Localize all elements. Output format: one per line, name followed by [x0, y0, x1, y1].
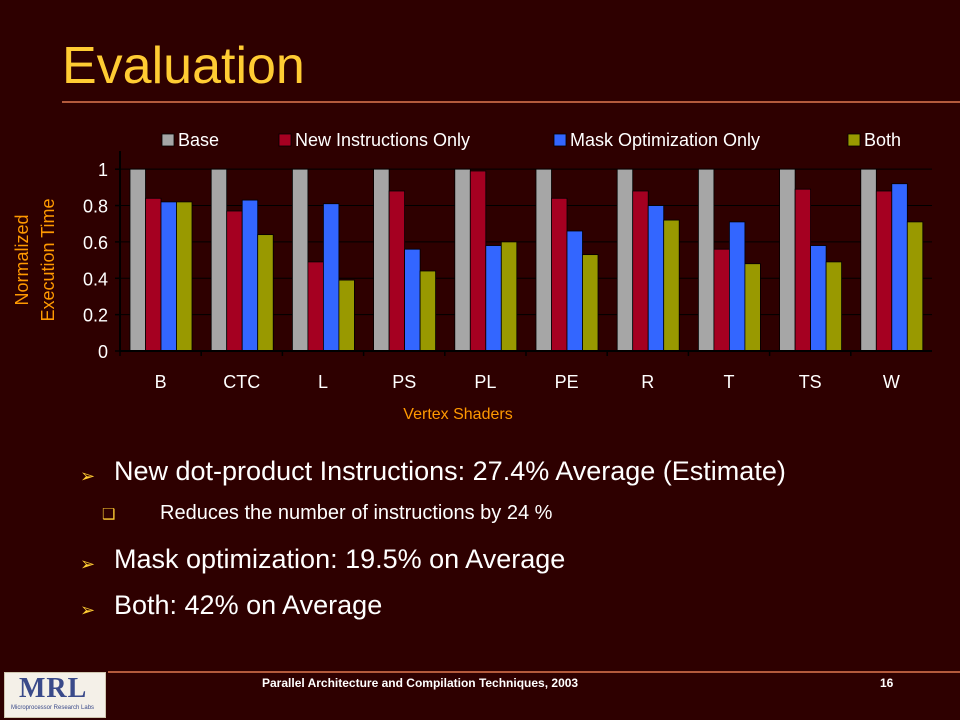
- bar-base-ps: [373, 168, 390, 352]
- x-tick-label: CTC: [223, 372, 260, 392]
- axes: 0 0.2 0.4 0.6 0.8 1 B CTC L PS PL PE R T TS W: [83, 151, 932, 392]
- title-divider: [62, 101, 960, 103]
- y-tick-label: 0.8: [83, 197, 108, 217]
- bar-new-instructions-only-pl: [469, 170, 487, 352]
- legend-swatch: [278, 133, 292, 147]
- y-tick-label: 1: [98, 160, 108, 180]
- bar-mask-optimization-only-b: [160, 201, 177, 352]
- bar-base-pe: [535, 168, 552, 352]
- legend-swatch: [553, 133, 567, 147]
- footer-divider: [108, 671, 960, 673]
- slide-title: Evaluation: [62, 37, 305, 95]
- bar-both-ctc: [257, 234, 274, 352]
- bar-base-pl: [454, 168, 471, 352]
- bar-mask-optimization-only-l: [322, 203, 340, 352]
- bar-both-r: [663, 219, 680, 352]
- logo-text: MRL: [19, 673, 88, 704]
- bar-both-b: [176, 201, 193, 352]
- y-axis-title-line-2: Execution Time: [38, 198, 58, 321]
- bar-both-ps: [419, 270, 437, 352]
- mrl-logo: MRL Microprocessor Research Labs: [4, 672, 106, 718]
- bar-both-t: [744, 263, 761, 352]
- page-number: 16: [880, 676, 894, 690]
- x-tick-label: T: [724, 372, 735, 392]
- bullet-text: Both: 42% on Average: [114, 590, 383, 620]
- x-tick-label: PE: [555, 372, 579, 392]
- bar-new-instructions-only-l: [307, 261, 324, 352]
- x-tick-label: R: [641, 372, 654, 392]
- legend-label: New Instructions Only: [295, 130, 470, 150]
- footer-text: Parallel Architecture and Compilation Te…: [262, 676, 579, 690]
- arrow-bullet-icon: ➢: [80, 600, 96, 620]
- bar-base-ts: [779, 168, 796, 352]
- bar-base-r: [616, 168, 634, 352]
- y-tick-label: 0.6: [83, 233, 108, 253]
- bar-new-instructions-only-t: [713, 248, 730, 352]
- bar-mask-optimization-only-ctc: [241, 199, 259, 352]
- bar-base-l: [291, 168, 309, 352]
- bar-both-pl: [500, 241, 518, 352]
- bars: [129, 168, 924, 352]
- bar-mask-optimization-only-pl: [485, 245, 502, 352]
- y-axis-title: Normalized Execution Time: [12, 198, 58, 321]
- bar-mask-optimization-only-w: [891, 183, 908, 352]
- bar-mask-optimization-only-ps: [404, 248, 421, 352]
- x-tick-label: PS: [392, 372, 416, 392]
- arrow-bullet-icon: ➢: [80, 466, 96, 486]
- arrow-bullet-icon: ➢: [80, 554, 96, 574]
- x-axis-title: Vertex Shaders: [403, 406, 512, 423]
- bullet-text: New dot-product Instructions: 27.4% Aver…: [114, 456, 786, 486]
- bar-new-instructions-only-ps: [388, 190, 406, 352]
- bar-new-instructions-only-b: [145, 197, 162, 352]
- bar-mask-optimization-only-pe: [566, 230, 583, 352]
- legend-label: Mask Optimization Only: [570, 130, 760, 150]
- y-tick-label: 0.2: [83, 306, 108, 326]
- legend: Base New Instructions Only Mask Optimizati…: [161, 130, 901, 150]
- bar-both-pe: [582, 254, 599, 352]
- bar-chart: 0 0.2 0.4 0.6 0.8 1 B CTC L PS PL PE R T TS W Base New I…: [12, 130, 932, 423]
- bar-both-w: [906, 221, 924, 352]
- legend-swatch: [161, 133, 175, 147]
- bar-base-ctc: [210, 168, 228, 352]
- bar-new-instructions-only-ts: [794, 188, 811, 352]
- legend-swatch: [847, 133, 861, 147]
- bar-mask-optimization-only-ts: [810, 245, 827, 352]
- bar-base-b: [129, 168, 146, 352]
- bar-base-t: [698, 168, 715, 352]
- x-tick-label: TS: [799, 372, 822, 392]
- bar-new-instructions-only-pe: [551, 197, 568, 352]
- bar-mask-optimization-only-r: [647, 205, 665, 352]
- logo-subtext: Microprocessor Research Labs: [11, 705, 95, 711]
- bar-new-instructions-only-w: [875, 190, 893, 352]
- bar-both-l: [338, 279, 355, 352]
- y-tick-label: 0: [98, 342, 108, 362]
- bar-new-instructions-only-r: [632, 190, 649, 352]
- legend-label: Base: [178, 130, 219, 150]
- x-tick-label: PL: [474, 372, 496, 392]
- y-axis-title-line-1: Normalized: [12, 214, 32, 305]
- bullet-text: Mask optimization: 19.5% on Average: [114, 544, 566, 574]
- bullet-text: Reduces the number of instructions by 24…: [160, 502, 553, 524]
- x-tick-label: W: [883, 372, 900, 392]
- bar-new-instructions-only-ctc: [226, 210, 243, 352]
- hollow-square-bullet-icon: ❑: [102, 506, 116, 523]
- y-tick-label: 0.4: [83, 269, 108, 289]
- bar-base-w: [860, 168, 877, 352]
- legend-label: Both: [864, 130, 901, 150]
- x-tick-label: L: [318, 372, 328, 392]
- x-tick-label: B: [155, 372, 167, 392]
- bar-mask-optimization-only-t: [729, 221, 746, 352]
- bar-both-ts: [825, 261, 842, 352]
